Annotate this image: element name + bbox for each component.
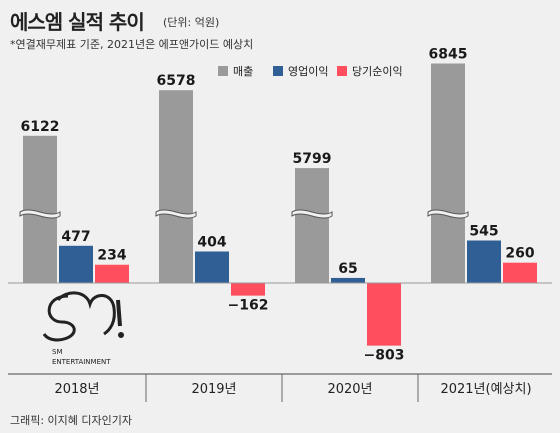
category-label-3: 2021년(예상치) (440, 382, 531, 397)
category-axis: 2018년 2019년 2020년 2021년(예상치) (8, 282, 552, 402)
logo-s-stroke (42, 294, 76, 342)
bar-sales-0 (23, 135, 57, 283)
value-label-net-income-0: 234 (97, 248, 126, 264)
logo-text-sm: SM (52, 348, 62, 356)
bar-sales-2 (295, 168, 329, 283)
bar-sales-3 (431, 63, 465, 283)
legend-swatch-2 (337, 66, 347, 76)
value-label-sales-2: 5799 (293, 151, 332, 167)
axis-break-2 (291, 209, 333, 219)
value-label-net-income-3: 260 (505, 246, 534, 262)
value-label-net-income-2: −803 (364, 348, 405, 364)
value-label-operating-profit-0: 477 (61, 229, 90, 245)
bar-net-income-2 (367, 283, 401, 346)
value-label-sales-0: 6122 (21, 119, 60, 135)
category-label-0: 2018년 (54, 382, 99, 397)
value-label-sales-3: 6845 (429, 47, 468, 63)
value-label-operating-profit-1: 404 (197, 234, 226, 250)
logo-bang-stroke (116, 299, 122, 327)
axis-break-3 (427, 209, 469, 219)
bar-net-income-0 (95, 264, 129, 283)
bars: 6122 6578 5799 6845 477 404 65 545 234 −162 −803 26… (19, 47, 537, 364)
bar-sales-1 (159, 90, 193, 283)
sm-entertainment-logo: SM ENTERTAINMENT (42, 291, 124, 366)
bar-operating-profit-3 (467, 240, 501, 283)
value-label-operating-profit-3: 545 (469, 223, 498, 239)
chart-subtitle: *연결재무제표 기준, 2021년은 에프앤가이드 예상치 (10, 38, 254, 51)
value-label-operating-profit-2: 65 (338, 261, 357, 277)
legend-swatch-0 (218, 66, 228, 76)
legend: 매출 영업이익 당기순이익 (218, 65, 403, 78)
value-label-net-income-1: −162 (228, 298, 269, 314)
legend-label-1: 영업이익 (288, 65, 328, 78)
axis-break-1 (155, 209, 197, 219)
bar-operating-profit-0 (59, 245, 93, 283)
chart-title: 에스엠 실적 추이 (10, 10, 145, 34)
legend-swatch-1 (273, 66, 283, 76)
logo-text-entertainment: ENTERTAINMENT (52, 358, 111, 366)
bar-net-income-1 (231, 283, 265, 296)
bar-operating-profit-2 (331, 277, 365, 283)
bar-operating-profit-1 (195, 251, 229, 283)
axis-break-0 (19, 209, 61, 219)
logo-m-stroke (56, 291, 116, 336)
legend-label-0: 매출 (233, 65, 253, 78)
legend-label-2: 당기순이익 (352, 65, 403, 78)
unit-label: (단위: 억원) (163, 16, 220, 29)
bar-net-income-3 (503, 262, 537, 283)
category-label-1: 2019년 (191, 382, 236, 397)
logo-dot (118, 332, 124, 338)
graphic-credit: 그래픽: 이지혜 디자인기자 (10, 414, 133, 427)
category-label-2: 2020년 (327, 382, 372, 397)
value-label-sales-1: 6578 (157, 73, 196, 89)
